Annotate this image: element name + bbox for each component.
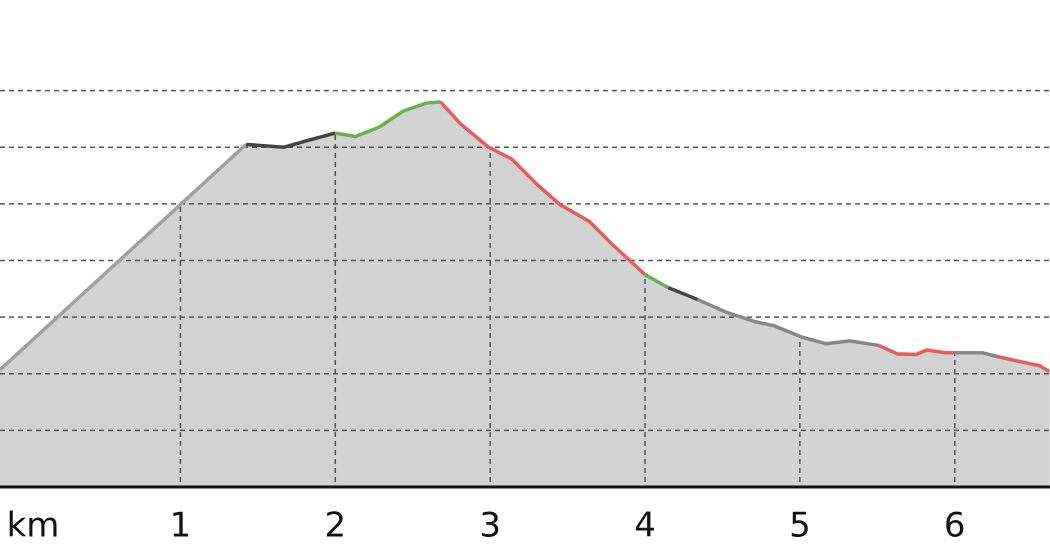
area bbox=[644, 273, 669, 488]
x-tick-label: 1 bbox=[170, 506, 192, 546]
profile-line bbox=[245, 131, 336, 149]
area bbox=[245, 132, 336, 488]
profile-line bbox=[334, 100, 441, 139]
x-axis-label: km bbox=[7, 506, 60, 546]
profile-line bbox=[954, 351, 999, 359]
profile-line bbox=[0, 143, 248, 372]
x-tick-label: 2 bbox=[324, 506, 346, 546]
area bbox=[334, 101, 442, 488]
x-tick-label: 6 bbox=[944, 506, 966, 546]
area bbox=[697, 298, 880, 488]
profile-line bbox=[439, 100, 647, 276]
profile-line bbox=[997, 355, 1050, 373]
profile-line bbox=[696, 297, 880, 348]
x-tick-label: 5 bbox=[789, 506, 811, 546]
area bbox=[997, 356, 1050, 488]
profile-line bbox=[667, 286, 699, 302]
x-tick-label: 3 bbox=[479, 506, 501, 546]
profile-line bbox=[644, 273, 670, 290]
area bbox=[0, 143, 247, 488]
profile-line bbox=[878, 343, 955, 357]
area bbox=[440, 100, 646, 488]
x-tick-label: 4 bbox=[634, 506, 656, 546]
area bbox=[878, 344, 956, 488]
area bbox=[954, 352, 999, 488]
